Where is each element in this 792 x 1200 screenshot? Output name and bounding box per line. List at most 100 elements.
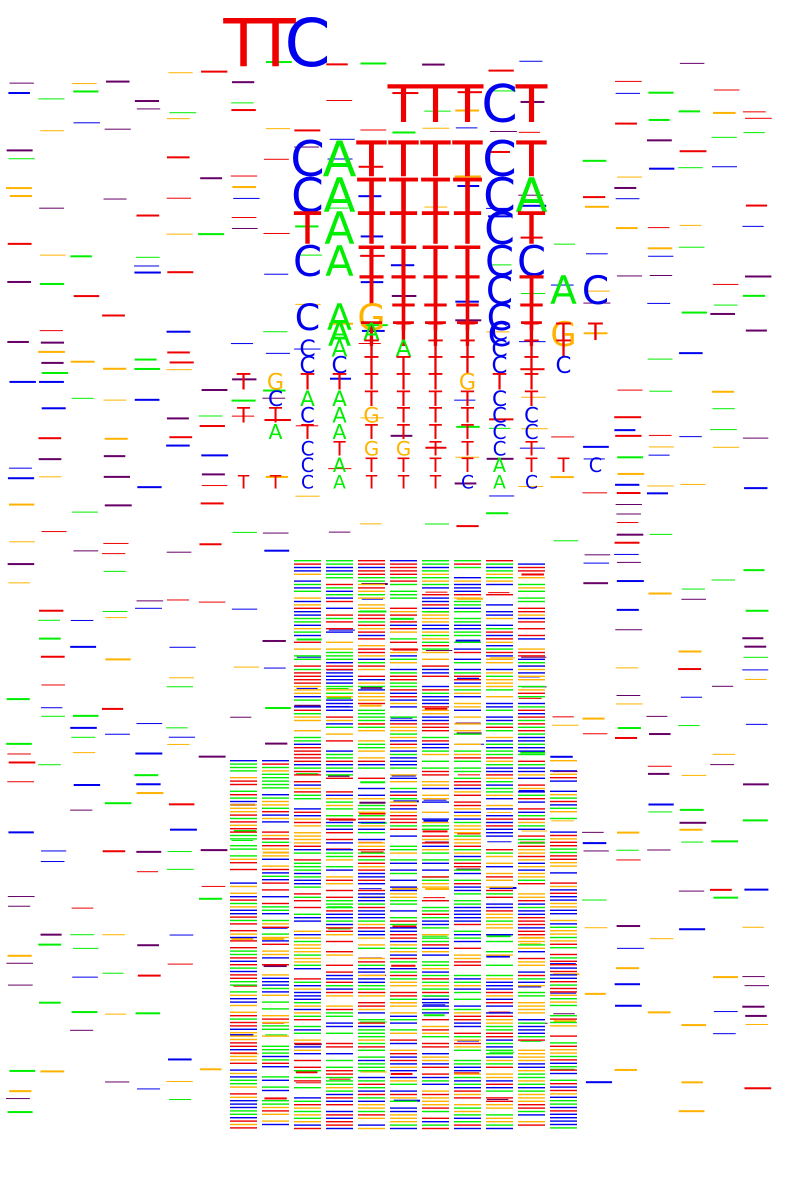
stack-bar: [358, 981, 385, 983]
stack-bar: [326, 563, 353, 565]
stack-bar: [262, 1079, 289, 1081]
noise-bar: [38, 943, 62, 946]
stack-bar: [294, 617, 321, 620]
stack-bar: [422, 927, 449, 929]
stack-bar: [326, 852, 353, 854]
noise-bar: [648, 803, 674, 806]
stack-bar: [326, 774, 353, 776]
noise-bar: [712, 685, 734, 687]
stack-bar: [422, 696, 449, 698]
stack-bar: [486, 1029, 513, 1031]
stack-bar: [358, 1002, 385, 1004]
noise-bar: [743, 656, 769, 658]
noise-bar: [7, 280, 31, 283]
stack-bar: [390, 821, 417, 824]
stack-bar: [358, 1093, 385, 1096]
stack-bar: [486, 1002, 513, 1004]
noise-bar: [553, 1013, 575, 1015]
stack-bar: [518, 638, 545, 640]
stack-bar: [230, 909, 257, 911]
stack-bar: [518, 777, 545, 779]
stack-bar: [294, 859, 321, 861]
stack-bar: [454, 889, 481, 892]
stack-bar: [454, 743, 481, 745]
stack-bar: [326, 876, 353, 878]
stack-bar: [358, 740, 385, 742]
stack-bar: [550, 892, 577, 894]
stack-bar: [518, 838, 545, 841]
stack-bar: [326, 617, 353, 620]
stack-bar: [390, 818, 417, 820]
noise-bar: [488, 215, 511, 218]
stack-bar: [262, 889, 289, 891]
stack-bar: [518, 648, 545, 650]
stack-bar: [454, 651, 481, 654]
stack-bar: [294, 1110, 321, 1113]
stack-bar: [454, 978, 481, 980]
motif-letter: C: [332, 353, 348, 379]
stack-bar: [294, 689, 321, 691]
stack-bar: [422, 726, 449, 728]
stack-bar: [486, 668, 513, 671]
stack-bar: [550, 838, 577, 840]
stack-bar: [358, 764, 385, 766]
stack-bar: [454, 804, 481, 807]
stack-bar: [454, 818, 481, 820]
noise-bar: [614, 429, 636, 432]
stack-bar: [262, 845, 289, 847]
stack-bar: [294, 730, 321, 732]
noise-bar: [360, 523, 382, 525]
motif-letter: A: [333, 420, 347, 444]
noise-bar: [8, 831, 34, 834]
stack-bar: [390, 1066, 417, 1068]
stack-bar: [454, 781, 481, 783]
noise-bar: [710, 888, 732, 891]
stack-bar: [454, 685, 481, 688]
noise-bar: [744, 275, 772, 278]
stack-bar: [262, 868, 289, 871]
stack-bar: [454, 662, 481, 664]
stack-bar: [326, 767, 353, 769]
stack-bar: [230, 1055, 257, 1058]
noise-bar: [39, 330, 63, 332]
motif-letter: A: [328, 315, 351, 354]
stack-bar: [326, 750, 353, 752]
stack-bar: [518, 818, 545, 820]
noise-bar: [648, 592, 672, 595]
noise-bar: [520, 751, 546, 754]
noise-bar: [40, 1070, 65, 1073]
noise-bar: [486, 512, 509, 515]
motif-letter: T: [364, 387, 379, 412]
stack-bar: [294, 757, 321, 759]
noise-bar: [262, 938, 285, 941]
noise-bar: [295, 303, 321, 305]
stack-bar: [518, 957, 545, 960]
stack-bar: [454, 835, 481, 837]
stack-bar: [518, 801, 545, 803]
stack-bar: [358, 1032, 385, 1034]
stack-bar: [358, 927, 385, 929]
stack-bar: [326, 668, 353, 671]
stack-bar: [422, 716, 449, 718]
noise-bar: [6, 962, 34, 964]
noise-bar: [583, 458, 605, 460]
stack-bar: [262, 814, 289, 816]
stack-bar: [550, 940, 577, 942]
stack-bar: [294, 961, 321, 963]
motif-letter: C: [487, 296, 512, 339]
stack-bar: [454, 617, 481, 620]
motif-letter: T: [460, 387, 475, 412]
stack-bar: [326, 1114, 353, 1116]
noise-bar: [73, 295, 100, 298]
stack-bar: [358, 852, 385, 854]
stack-bar: [390, 583, 417, 586]
stack-bar: [454, 825, 481, 827]
stack-bar: [358, 883, 385, 885]
stack-bar: [518, 672, 545, 674]
motif-letter: C: [481, 75, 517, 135]
stack-bar: [550, 1015, 577, 1017]
noise-bar: [199, 1068, 222, 1071]
stack-bar: [454, 1008, 481, 1011]
stack-bar: [294, 872, 321, 875]
noise-bar: [41, 407, 66, 410]
